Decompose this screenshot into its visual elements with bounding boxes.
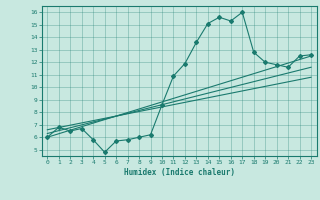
X-axis label: Humidex (Indice chaleur): Humidex (Indice chaleur)	[124, 168, 235, 177]
